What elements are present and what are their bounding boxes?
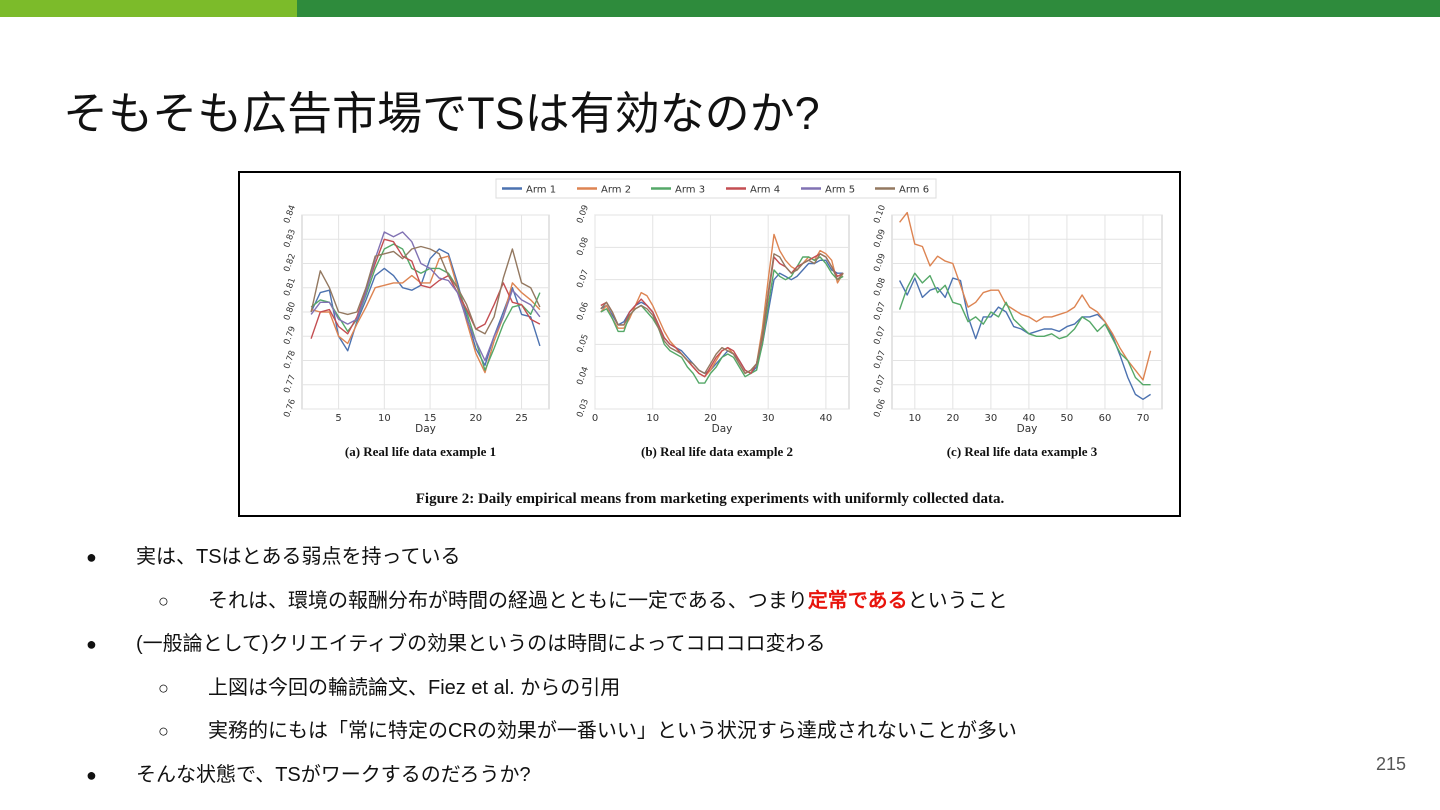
bullet-2-text-before: それは、環境の報酬分布が時間の経過とともに一定である、つまり (208, 590, 808, 612)
x-tick-label: 20 (704, 413, 717, 424)
figure-caption-text: Daily empirical means from marketing exp… (478, 491, 1005, 507)
top-accent-bar-light (0, 0, 297, 17)
figure-caption: Figure 2: Daily empirical means from mar… (416, 491, 1005, 507)
sub-bullet-marker: ○ (158, 591, 169, 611)
series-line-arm-3 (310, 243, 541, 371)
y-tick-label: 0.04 (575, 365, 591, 386)
bullet-marker: ● (86, 634, 97, 654)
y-tick-label: 0.07 (575, 268, 591, 289)
legend-label: Arm 4 (750, 185, 780, 196)
x-axis-label: Day (415, 423, 436, 435)
y-tick-label: 0.84 (282, 204, 298, 225)
x-tick-label: 15 (424, 413, 437, 424)
figure-image: Arm 1 Arm 2 Arm 3 Arm 4 Arm 5 Arm 6 5 10 15 20 25 0… (238, 171, 1181, 517)
y-tick-label: 0.10 (872, 204, 888, 225)
x-axis-label: Day (712, 423, 733, 435)
figure-svg: Arm 1 Arm 2 Arm 3 Arm 4 Arm 5 Arm 6 5 10 15 20 25 0… (282, 178, 1163, 507)
figure-caption-label: Figure 2: (416, 491, 478, 507)
series-line-arm-3 (898, 272, 1151, 386)
y-tick-label: 0.08 (872, 276, 888, 297)
x-axis-label: Day (1017, 423, 1038, 435)
highlight-stationary: 定常である (807, 590, 908, 612)
series-line-arm-6 (600, 253, 844, 375)
y-tick-label: 0.06 (872, 398, 888, 419)
x-tick-label: 50 (1061, 413, 1074, 424)
y-tick-label: 0.07 (872, 325, 888, 346)
panel-caption: (c) Real life data example 3 (947, 444, 1098, 459)
y-tick-label: 0.07 (872, 349, 888, 370)
y-tick-label: 0.09 (872, 252, 888, 273)
legend-label: Arm 1 (526, 185, 556, 196)
y-tick-label: 0.81 (282, 276, 298, 297)
legend-box (495, 178, 937, 199)
x-tick-label: 20 (946, 413, 959, 424)
x-tick-label: 10 (378, 413, 391, 424)
x-tick-label: 70 (1137, 413, 1150, 424)
series-line-arm-6 (310, 245, 541, 335)
y-tick-label: 0.83 (282, 228, 298, 249)
x-tick-label: 20 (469, 413, 482, 424)
bullet-marker: ● (86, 765, 97, 785)
bullet-1: 実は、TSはとある弱点を持っている (136, 546, 461, 568)
slide-title: そもそも広告市場でTSは有効なのか? (63, 88, 820, 139)
bullet-3: (一般論として)クリエイティブの効果というのは時間によってコロコロ変わる (136, 633, 826, 655)
x-tick-label: 10 (908, 413, 921, 424)
legend-label: Arm 6 (899, 185, 929, 196)
y-tick-label: 0.76 (282, 398, 298, 419)
y-tick-label: 0.09 (575, 204, 591, 225)
x-tick-label: 0 (592, 413, 598, 424)
y-tick-label: 0.05 (575, 333, 591, 354)
legend-label: Arm 2 (601, 185, 631, 196)
bullet-6: そんな状態で、TSがワークするのだろうか? (136, 764, 531, 786)
x-tick-label: 40 (1023, 413, 1036, 424)
sub-bullet-marker: ○ (158, 678, 169, 698)
x-tick-label: 30 (762, 413, 775, 424)
y-tick-label: 0.03 (575, 398, 591, 419)
bullet-5: 実務的にもは「常に特定のCRの効果が一番いい」という状況すら達成されないことが多… (208, 720, 1017, 742)
y-tick-label: 0.79 (282, 325, 298, 346)
series-line-arm-5 (310, 231, 541, 362)
legend-label: Arm 5 (825, 185, 855, 196)
y-tick-label: 0.78 (282, 349, 298, 370)
series-line-arm-1 (310, 248, 541, 367)
x-tick-label: 40 (820, 413, 833, 424)
legend-label: Arm 3 (675, 185, 705, 196)
y-tick-label: 0.06 (575, 301, 591, 322)
y-tick-label: 0.09 (872, 228, 888, 249)
panel-caption: (b) Real life data example 2 (641, 444, 793, 459)
y-tick-label: 0.77 (282, 373, 298, 394)
y-tick-label: 0.82 (282, 252, 298, 273)
top-accent-bar-dark (297, 0, 1440, 17)
x-tick-label: 25 (515, 413, 528, 424)
bullet-2-text-after: ということ (907, 590, 1008, 612)
y-tick-label: 0.08 (575, 236, 591, 257)
x-tick-label: 60 (1099, 413, 1112, 424)
bullet-marker: ● (86, 547, 97, 567)
series-line-arm-2 (899, 211, 1152, 381)
bullet-2: それは、環境の報酬分布が時間の経過とともに一定である、つまり定常であるということ (208, 586, 1008, 616)
x-tick-label: 5 (335, 413, 341, 424)
y-tick-label: 0.80 (282, 301, 298, 322)
bullet-4: 上図は今回の輪読論文、Fiez et al. からの引用 (208, 677, 621, 699)
y-tick-label: 0.07 (872, 373, 888, 394)
x-tick-label: 30 (985, 413, 998, 424)
page-number: 215 (1375, 754, 1406, 774)
sub-bullet-marker: ○ (158, 721, 169, 741)
panel-caption: (a) Real life data example 1 (345, 444, 496, 459)
x-tick-label: 10 (646, 413, 659, 424)
y-tick-label: 0.07 (872, 301, 888, 322)
